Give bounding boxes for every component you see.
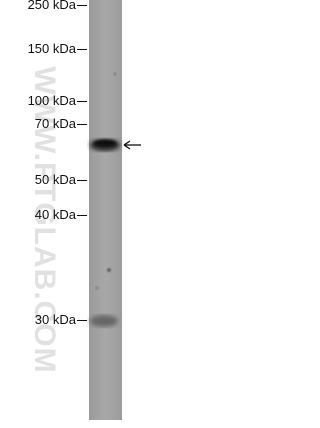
lane	[89, 0, 122, 420]
spot	[95, 286, 99, 290]
marker-label: 30 kDa	[34, 312, 76, 327]
marker-tick	[77, 320, 87, 321]
marker-label: 250 kDa	[27, 0, 76, 12]
marker-tick	[77, 101, 87, 102]
marker-label: 70 kDa	[34, 116, 76, 131]
marker-label: 150 kDa	[27, 41, 76, 56]
marker-tick	[77, 124, 87, 125]
band-core	[94, 140, 116, 146]
marker-tick	[77, 49, 87, 50]
arrow-head	[123, 140, 131, 150]
blot	[89, 0, 141, 420]
marker-tick	[77, 215, 87, 216]
marker-label: 50 kDa	[34, 172, 76, 187]
marker-tick	[77, 180, 87, 181]
spot	[107, 268, 111, 272]
marker-label: 100 kDa	[27, 93, 76, 108]
page: WWW.PTGLAB.COM 250 kDa 150 kDa 100 kDa 7…	[0, 0, 150, 428]
marker-label: 40 kDa	[34, 207, 76, 222]
band	[90, 315, 118, 327]
marker-tick	[77, 5, 87, 6]
spot	[113, 72, 117, 76]
